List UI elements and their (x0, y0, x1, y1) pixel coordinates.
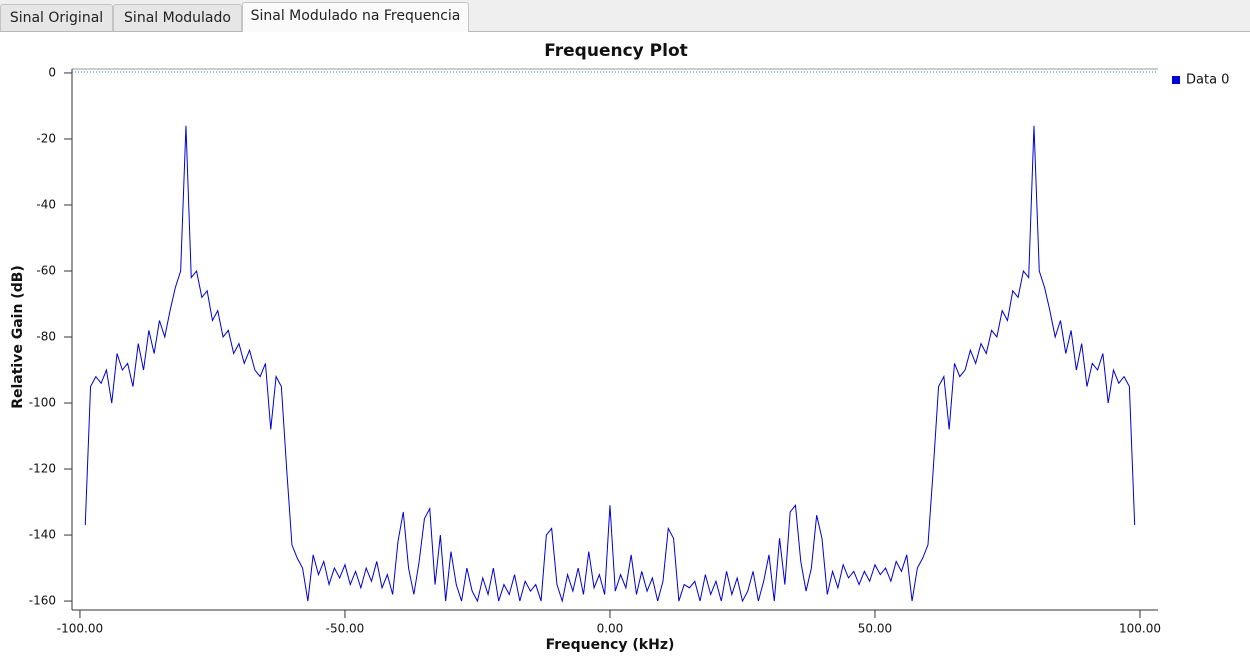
y-tick-label: -80 (36, 330, 56, 344)
tab[interactable]: Sinal Modulado na Frequencia (242, 2, 469, 32)
tab[interactable]: Sinal Original (0, 4, 113, 31)
tab-bar: Sinal Original Sinal Modulado Sinal Modu… (0, 0, 1250, 32)
x-tick-label: 50.00 (858, 622, 892, 636)
x-tick-label: 0.00 (597, 622, 624, 636)
x-axis-label: Frequency (kHz) (546, 637, 675, 653)
x-tick-label: -50.00 (326, 622, 365, 636)
chart-title: Frequency Plot (544, 41, 688, 61)
y-tick-label: -60 (36, 263, 56, 277)
y-axis-label: Relative Gain (dB) (10, 265, 26, 409)
x-tick-label: -100.00 (57, 622, 103, 636)
y-tick-label: -160 (29, 594, 56, 608)
data-line (84, 125, 1136, 604)
legend-swatch (1172, 76, 1180, 84)
y-tick-label: -40 (36, 197, 56, 211)
chart: Frequency Plot Frequency (kHz) Relative … (0, 32, 1250, 656)
tab[interactable]: Sinal Modulado (113, 4, 242, 31)
y-tick-label: -140 (29, 528, 56, 542)
x-tick-label: 100.00 (1119, 622, 1161, 636)
y-tick-label: -20 (36, 131, 56, 145)
y-tick-label: 0 (48, 65, 56, 79)
legend-label: Data 0 (1186, 73, 1229, 88)
y-tick-label: -120 (29, 462, 56, 476)
chart-background (0, 32, 1250, 656)
y-tick-label: -100 (29, 396, 56, 410)
